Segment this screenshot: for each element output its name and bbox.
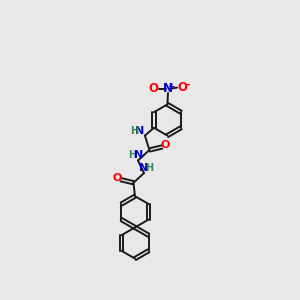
Text: O: O [148, 82, 159, 95]
Text: H: H [128, 150, 137, 161]
Text: H: H [145, 163, 153, 173]
Text: N: N [134, 150, 143, 161]
Text: H: H [130, 126, 139, 136]
Text: N: N [139, 163, 148, 173]
Text: N: N [163, 82, 173, 95]
Text: +: + [168, 82, 176, 91]
Text: O: O [161, 140, 170, 150]
Text: O: O [112, 172, 122, 183]
Text: N: N [135, 126, 144, 136]
Text: O: O [177, 80, 188, 94]
Text: -: - [185, 80, 190, 90]
